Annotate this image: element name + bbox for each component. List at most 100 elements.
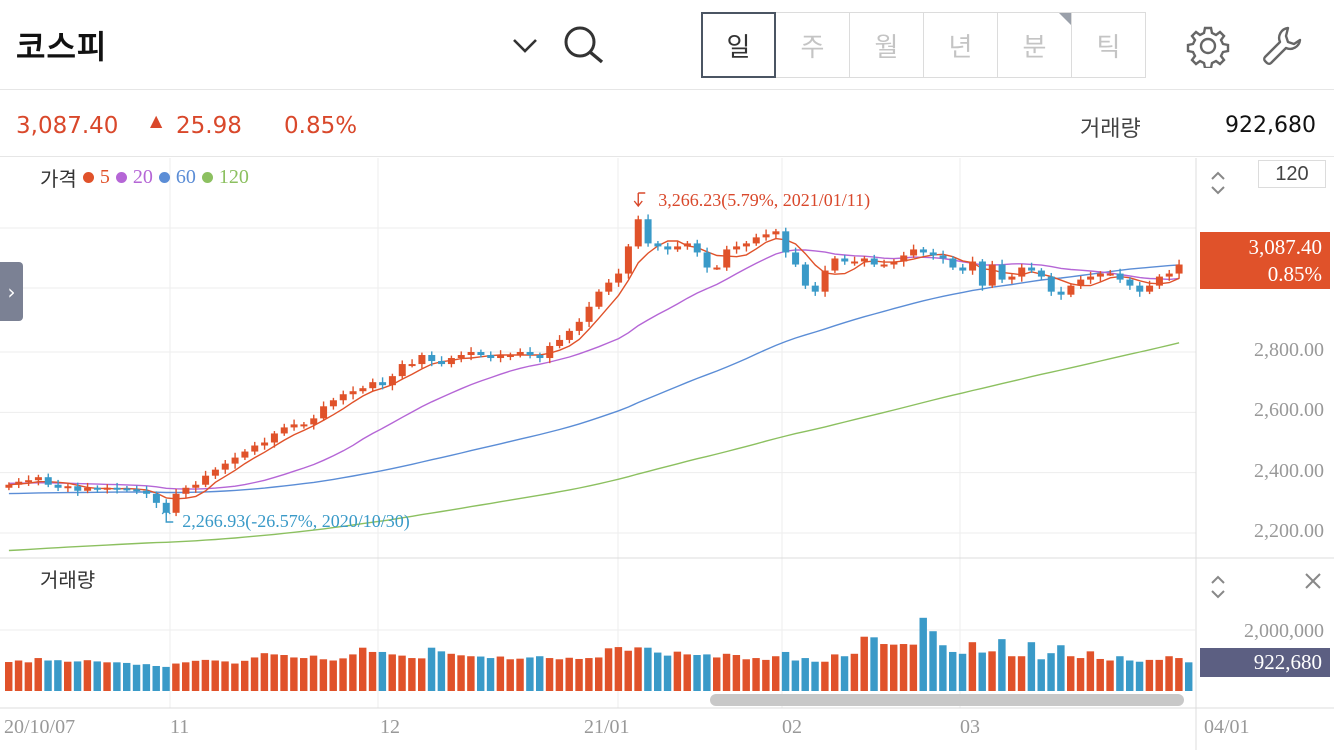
period-count-box[interactable]: 120: [1258, 160, 1326, 188]
candle: [1126, 277, 1134, 290]
index-title[interactable]: 코스피: [16, 28, 108, 66]
tab-label: 주: [800, 32, 825, 63]
tab-label: 년: [948, 32, 973, 63]
candle: [792, 247, 800, 267]
candle: [320, 401, 328, 421]
volume-bar: [555, 659, 564, 691]
volume-bar: [1076, 658, 1085, 691]
volume-bar: [34, 658, 42, 691]
candle: [821, 265, 829, 297]
tab-5[interactable]: 틱: [1071, 12, 1146, 78]
wrench-icon[interactable]: [1260, 24, 1304, 68]
candle: [634, 215, 642, 249]
volume-bar: [241, 660, 249, 691]
candle: [978, 259, 986, 291]
legend-item: 60: [158, 166, 196, 189]
candle: [84, 482, 92, 494]
candle: [93, 485, 101, 493]
candle: [300, 421, 308, 429]
candle: [1067, 283, 1075, 298]
candle: [290, 419, 298, 431]
candle: [1087, 271, 1095, 284]
price-chart[interactable]: 3,266.23(5.79%, 2021/01/11) 2,266.93(-26.…: [0, 158, 1334, 750]
volume-tick-label: 2,000,000: [1244, 620, 1324, 642]
tab-1[interactable]: 주: [775, 12, 850, 78]
volume-bar: [752, 658, 760, 691]
volume-bar: [231, 663, 239, 691]
tab-2[interactable]: 월: [849, 12, 924, 78]
candle: [703, 247, 711, 273]
volume-bar: [309, 655, 318, 691]
candle: [693, 239, 701, 257]
candle: [674, 241, 682, 252]
volume-bar: [654, 652, 662, 691]
candle: [585, 301, 593, 327]
volume-bar: [5, 662, 13, 691]
candle: [723, 245, 731, 271]
volume-bar: [604, 648, 613, 691]
candle: [831, 256, 839, 273]
candle: [1106, 269, 1114, 276]
candle: [654, 240, 662, 251]
volume-bar: [575, 658, 583, 691]
volume-bar: [1175, 658, 1183, 691]
volume-bar: [152, 665, 160, 691]
candle: [506, 352, 514, 361]
x-tick-label: 11: [170, 716, 190, 738]
volume-bar: [368, 651, 377, 691]
volume-bar: [83, 660, 92, 691]
volume-bar: [437, 651, 446, 691]
candle: [1018, 263, 1026, 282]
low-annotation: 2,266.93(-26.57%, 2020/10/30): [182, 511, 409, 532]
candle: [280, 423, 288, 436]
volume-bar: [929, 631, 937, 691]
volume-bar: [408, 658, 416, 691]
expand-collapse-icon[interactable]: [1208, 166, 1228, 200]
volume-bar: [634, 647, 642, 691]
current-price: 3,087.40: [16, 113, 119, 139]
candle: [428, 351, 436, 367]
volume-bar: [359, 647, 367, 691]
tab-4[interactable]: 분: [997, 12, 1072, 78]
volume-label: 거래량: [1080, 117, 1141, 142]
search-icon[interactable]: [560, 22, 606, 68]
candle: [5, 482, 13, 491]
volume-bar: [663, 655, 672, 691]
chevron-down-icon[interactable]: [508, 30, 542, 60]
candle: [841, 254, 849, 265]
candle: [1028, 262, 1036, 273]
tab-3[interactable]: 년: [923, 12, 998, 78]
volume-bar: [870, 637, 878, 691]
high-annotation: 3,266.23(5.79%, 2021/01/11): [658, 190, 870, 211]
volume-bar: [998, 639, 1006, 691]
candle: [998, 259, 1006, 283]
volume-bar: [811, 661, 819, 691]
expand-collapse-icon[interactable]: [1208, 570, 1228, 604]
candle: [152, 491, 160, 508]
candle: [890, 259, 898, 269]
side-panel-toggle[interactable]: ›: [0, 262, 23, 321]
candle: [369, 378, 377, 392]
volume-bar: [398, 655, 406, 691]
volume-bar: [182, 662, 190, 691]
volume-bar: [801, 658, 809, 691]
chart-scrollbar[interactable]: [710, 694, 1184, 706]
volume-bar: [1096, 658, 1104, 691]
x-tick-label: 04/01: [1204, 716, 1250, 738]
volume-bar: [703, 654, 711, 691]
candle: [447, 355, 455, 368]
close-icon[interactable]: [1302, 570, 1324, 592]
candle: [1057, 286, 1065, 300]
legend-item-label: 20: [132, 166, 153, 188]
volume-bar: [123, 662, 131, 691]
candle: [752, 233, 760, 246]
legend-item: 120: [201, 166, 249, 189]
tab-0[interactable]: 일: [701, 12, 776, 78]
gear-icon[interactable]: [1186, 24, 1230, 68]
candle: [1136, 282, 1144, 297]
volume-bar: [418, 658, 426, 691]
candle: [910, 244, 918, 258]
candle: [516, 348, 524, 358]
volume-bar: [565, 657, 573, 691]
candlestick-series: [5, 214, 1183, 517]
